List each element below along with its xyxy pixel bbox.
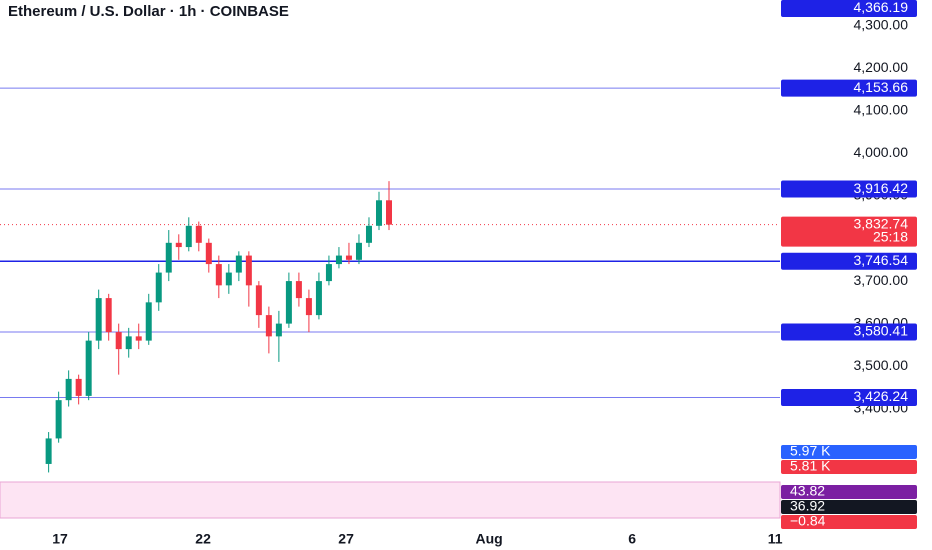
oscillator-pane	[0, 481, 781, 519]
y-tick-label: 3,500.00	[854, 357, 909, 373]
x-tick-label: Aug	[475, 531, 502, 547]
x-tick-label: 22	[195, 531, 211, 547]
level-label: 3,426.24	[854, 388, 909, 404]
level-label: 4,153.66	[854, 79, 909, 95]
x-tick-label: 27	[338, 531, 354, 547]
level-label: 3,746.54	[854, 252, 909, 268]
level-label-box	[781, 0, 917, 17]
candle-body	[85, 340, 92, 396]
candle-body	[245, 255, 252, 286]
y-tick-label: 4,300.00	[854, 17, 909, 33]
candle-body	[115, 332, 122, 350]
candle-body	[65, 378, 72, 401]
candle-body	[355, 242, 362, 260]
candle-body	[335, 255, 342, 265]
indicator-label: 5.97 K	[790, 443, 831, 459]
candle-body	[125, 336, 132, 350]
y-tick-label: 3,700.00	[854, 272, 909, 288]
indicator-label: 36.92	[790, 498, 825, 514]
level-label: 3,916.42	[854, 180, 909, 196]
level-label-box	[781, 180, 917, 198]
candle-body	[365, 225, 372, 243]
level-label-box	[781, 323, 917, 341]
candle-body	[195, 225, 202, 243]
candle-body	[235, 255, 242, 273]
level-label: 4,366.19	[854, 0, 909, 15]
candle-body	[295, 281, 302, 299]
candle-body	[105, 298, 112, 333]
candle-body	[215, 264, 222, 286]
indicator-label: −0.84	[790, 513, 826, 529]
candle-body	[95, 298, 102, 341]
candle-body	[185, 225, 192, 248]
candle-body	[55, 400, 62, 439]
candle-body	[45, 438, 52, 464]
x-tick-label: 11	[768, 531, 783, 547]
chart-title: Ethereum / U.S. Dollar · 1h · COINBASE	[8, 3, 289, 20]
candle-body	[275, 323, 282, 337]
indicator-label: 5.81 K	[790, 458, 831, 474]
candle-body	[145, 302, 152, 341]
indicator-box	[781, 460, 917, 474]
candle-body	[325, 264, 332, 282]
y-tick-label: 4,100.00	[854, 102, 909, 118]
candle-body	[265, 315, 272, 337]
current-price-label: 3,832.74	[854, 215, 909, 231]
indicator-box	[781, 515, 917, 529]
candle-body	[135, 336, 142, 341]
candle-body	[345, 255, 352, 260]
indicator-box	[781, 485, 917, 499]
candle-body	[205, 242, 212, 265]
indicator-box	[781, 500, 917, 514]
level-label-box	[781, 79, 917, 97]
candle-body	[175, 242, 182, 248]
level-label-box	[781, 252, 917, 270]
countdown-label: 25:18	[873, 228, 908, 244]
candle-body	[385, 200, 392, 225]
y-tick-label: 4,000.00	[854, 144, 909, 160]
candle-body	[225, 272, 232, 286]
indicator-label: 43.82	[790, 483, 825, 499]
candle-body	[315, 281, 322, 316]
candle-body	[255, 285, 262, 316]
candle-body	[375, 200, 382, 226]
indicator-box	[781, 445, 917, 459]
candle-body	[285, 281, 292, 324]
current-price-box	[781, 216, 917, 247]
level-label: 3,580.41	[854, 323, 909, 339]
y-tick-label: 4,200.00	[854, 59, 909, 75]
candle-body	[165, 242, 172, 273]
x-tick-label: 6	[628, 531, 636, 547]
candle-body	[155, 272, 162, 303]
candle-body	[75, 378, 82, 396]
candle-body	[305, 298, 312, 316]
level-label-box	[781, 389, 917, 407]
x-tick-label: 17	[52, 531, 68, 547]
